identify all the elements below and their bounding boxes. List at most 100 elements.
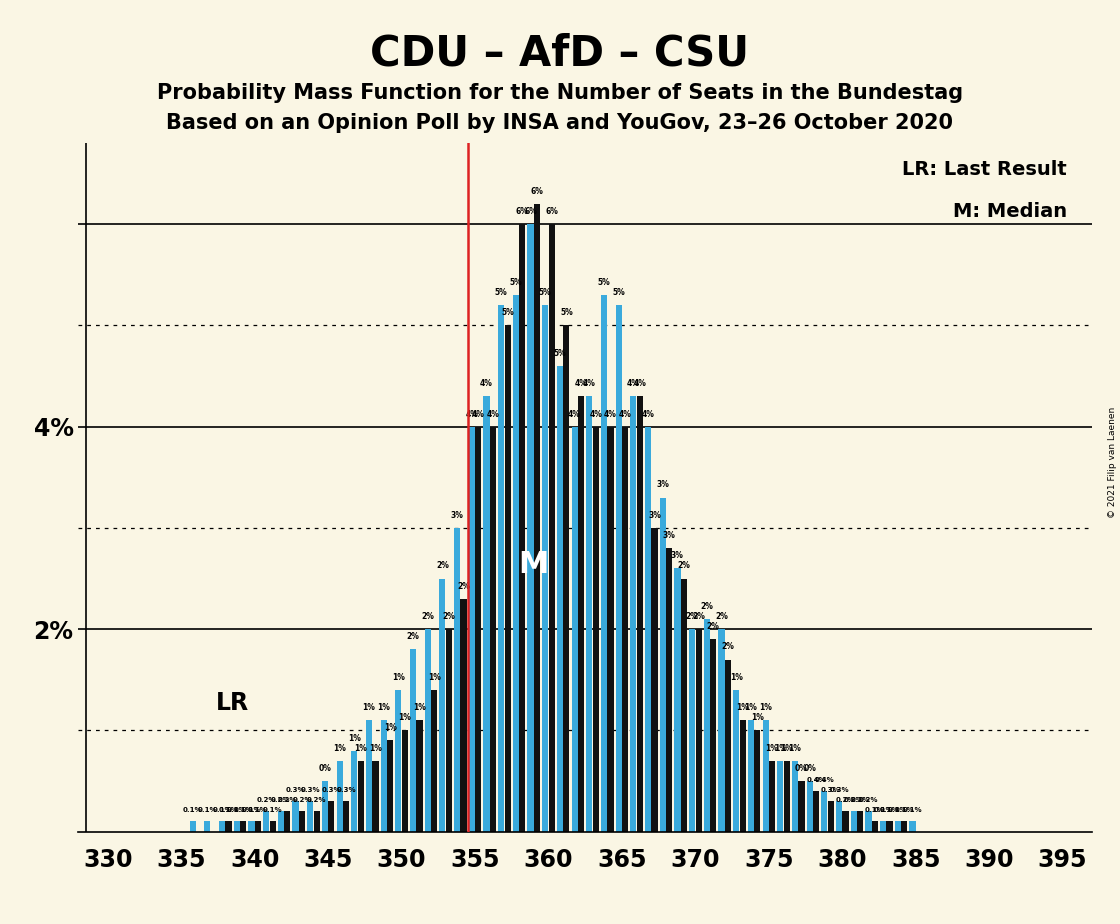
Text: 4%: 4% xyxy=(480,379,493,388)
Bar xyxy=(739,720,746,832)
Bar xyxy=(637,396,643,832)
Text: 1%: 1% xyxy=(399,713,411,723)
Bar xyxy=(689,629,696,832)
Bar xyxy=(703,619,710,832)
Bar xyxy=(571,427,578,832)
Bar xyxy=(446,629,452,832)
Bar xyxy=(542,305,549,832)
Text: 0.1%: 0.1% xyxy=(197,808,217,813)
Text: 1%: 1% xyxy=(788,744,802,753)
Bar xyxy=(754,730,760,832)
Text: Based on an Opinion Poll by INSA and YouGov, 23–26 October 2020: Based on an Opinion Poll by INSA and You… xyxy=(167,113,953,133)
Text: 2%: 2% xyxy=(457,582,470,590)
Bar xyxy=(402,730,408,832)
Text: 0.1%: 0.1% xyxy=(880,808,899,813)
Bar xyxy=(866,811,871,832)
Text: 6%: 6% xyxy=(524,207,536,216)
Text: 0.1%: 0.1% xyxy=(218,808,239,813)
Bar xyxy=(557,366,563,832)
Text: 0.1%: 0.1% xyxy=(874,808,893,813)
Bar xyxy=(792,760,799,832)
Text: 4%: 4% xyxy=(642,409,654,419)
Bar xyxy=(263,811,269,832)
Bar xyxy=(489,427,496,832)
Text: 0.2%: 0.2% xyxy=(844,797,864,803)
Bar xyxy=(328,801,335,832)
Text: 0.3%: 0.3% xyxy=(300,787,320,793)
Text: 4%: 4% xyxy=(627,379,640,388)
Bar xyxy=(592,427,599,832)
Text: 1%: 1% xyxy=(745,703,757,712)
Text: 0.1%: 0.1% xyxy=(213,808,232,813)
Bar xyxy=(806,781,813,832)
Text: M: M xyxy=(519,550,549,578)
Bar xyxy=(504,325,511,832)
Bar xyxy=(652,528,657,832)
Text: 5%: 5% xyxy=(502,309,514,317)
Bar xyxy=(563,325,569,832)
Text: 1%: 1% xyxy=(348,734,361,743)
Text: 3%: 3% xyxy=(450,511,464,520)
Text: © 2021 Filip van Laenen: © 2021 Filip van Laenen xyxy=(1108,407,1117,517)
Text: 4%: 4% xyxy=(634,379,646,388)
Bar xyxy=(381,720,386,832)
Bar xyxy=(681,578,687,832)
Bar xyxy=(828,801,834,832)
Bar xyxy=(352,750,357,832)
Bar xyxy=(586,396,592,832)
Text: 1%: 1% xyxy=(781,744,793,753)
Bar xyxy=(666,548,672,832)
Bar xyxy=(292,801,299,832)
Bar xyxy=(410,650,417,832)
Bar xyxy=(534,204,540,832)
Text: 0.1%: 0.1% xyxy=(865,808,885,813)
Bar xyxy=(314,811,319,832)
Bar xyxy=(484,396,489,832)
Text: 6%: 6% xyxy=(531,187,543,196)
Bar xyxy=(460,599,467,832)
Text: 3%: 3% xyxy=(671,552,684,560)
Text: 1%: 1% xyxy=(413,703,426,712)
Bar xyxy=(902,821,907,832)
Bar xyxy=(270,821,276,832)
Bar xyxy=(710,639,717,832)
Bar xyxy=(204,821,211,832)
Bar xyxy=(549,225,554,832)
Text: 2%: 2% xyxy=(685,612,699,621)
Text: LR: Last Result: LR: Last Result xyxy=(902,161,1066,179)
Text: 2%: 2% xyxy=(421,612,435,621)
Text: 0.4%: 0.4% xyxy=(806,777,825,783)
Text: LR: LR xyxy=(216,691,250,715)
Text: 2%: 2% xyxy=(700,602,713,611)
Text: 3%: 3% xyxy=(648,511,661,520)
Bar xyxy=(718,629,725,832)
Text: 0.1%: 0.1% xyxy=(903,808,922,813)
Bar xyxy=(734,690,739,832)
Text: 0.3%: 0.3% xyxy=(286,787,306,793)
Bar xyxy=(468,427,475,832)
Text: 0.3%: 0.3% xyxy=(821,787,841,793)
Text: 1%: 1% xyxy=(363,703,375,712)
Bar xyxy=(366,720,372,832)
Text: 1%: 1% xyxy=(377,703,390,712)
Text: 0.2%: 0.2% xyxy=(836,797,856,803)
Bar xyxy=(395,690,401,832)
Bar xyxy=(520,225,525,832)
Bar xyxy=(454,528,460,832)
Text: 4%: 4% xyxy=(582,379,596,388)
Bar xyxy=(696,629,702,832)
Bar xyxy=(871,821,878,832)
Bar xyxy=(475,427,482,832)
Text: 3%: 3% xyxy=(663,531,675,540)
Text: 5%: 5% xyxy=(510,278,522,287)
Bar xyxy=(813,791,819,832)
Text: 5%: 5% xyxy=(613,288,625,298)
Text: 2%: 2% xyxy=(678,562,690,570)
Bar xyxy=(336,760,343,832)
Bar xyxy=(513,295,519,832)
Bar xyxy=(372,760,379,832)
Bar xyxy=(431,690,437,832)
Bar xyxy=(880,821,886,832)
Text: Probability Mass Function for the Number of Seats in the Bundestag: Probability Mass Function for the Number… xyxy=(157,83,963,103)
Text: 0.3%: 0.3% xyxy=(829,787,849,793)
